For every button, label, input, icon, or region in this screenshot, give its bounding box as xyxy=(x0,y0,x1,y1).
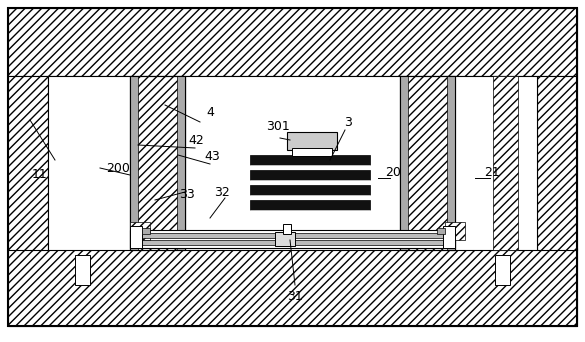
Bar xyxy=(275,232,295,246)
Bar xyxy=(133,233,452,238)
Bar xyxy=(177,76,185,250)
Bar xyxy=(537,76,577,250)
Text: 43: 43 xyxy=(204,149,220,162)
Bar xyxy=(250,170,370,180)
Bar xyxy=(133,240,452,245)
Text: 3: 3 xyxy=(344,117,352,130)
Text: 20: 20 xyxy=(385,166,401,179)
Bar xyxy=(450,76,537,250)
Bar xyxy=(250,155,370,165)
Bar xyxy=(185,76,400,250)
Text: 11: 11 xyxy=(32,169,48,182)
Bar xyxy=(400,76,408,250)
Bar xyxy=(130,76,185,250)
Bar xyxy=(130,76,138,250)
Bar xyxy=(250,200,370,210)
Bar xyxy=(8,248,577,326)
Text: 21: 21 xyxy=(484,166,500,179)
Text: 4: 4 xyxy=(206,106,214,119)
Bar xyxy=(130,222,150,240)
Bar xyxy=(495,255,510,285)
Bar xyxy=(287,132,337,150)
Bar xyxy=(292,148,332,156)
Bar xyxy=(250,185,370,195)
Bar xyxy=(400,76,455,250)
Bar xyxy=(447,76,455,250)
Bar xyxy=(400,76,455,250)
Bar xyxy=(493,76,518,250)
Bar xyxy=(130,230,455,248)
Text: 33: 33 xyxy=(179,188,195,201)
Text: 32: 32 xyxy=(214,186,230,199)
Bar xyxy=(130,226,142,248)
Bar xyxy=(75,255,90,285)
Text: 301: 301 xyxy=(266,120,290,133)
Bar xyxy=(8,8,577,76)
Bar xyxy=(437,228,445,234)
Bar xyxy=(8,76,48,250)
Text: 200: 200 xyxy=(106,161,130,174)
Bar xyxy=(283,224,291,234)
Text: 42: 42 xyxy=(188,133,204,146)
Bar xyxy=(130,76,185,250)
Bar xyxy=(443,226,455,248)
Bar xyxy=(445,222,465,240)
Bar xyxy=(142,228,150,234)
Bar xyxy=(48,76,130,250)
Text: 31: 31 xyxy=(287,289,303,303)
